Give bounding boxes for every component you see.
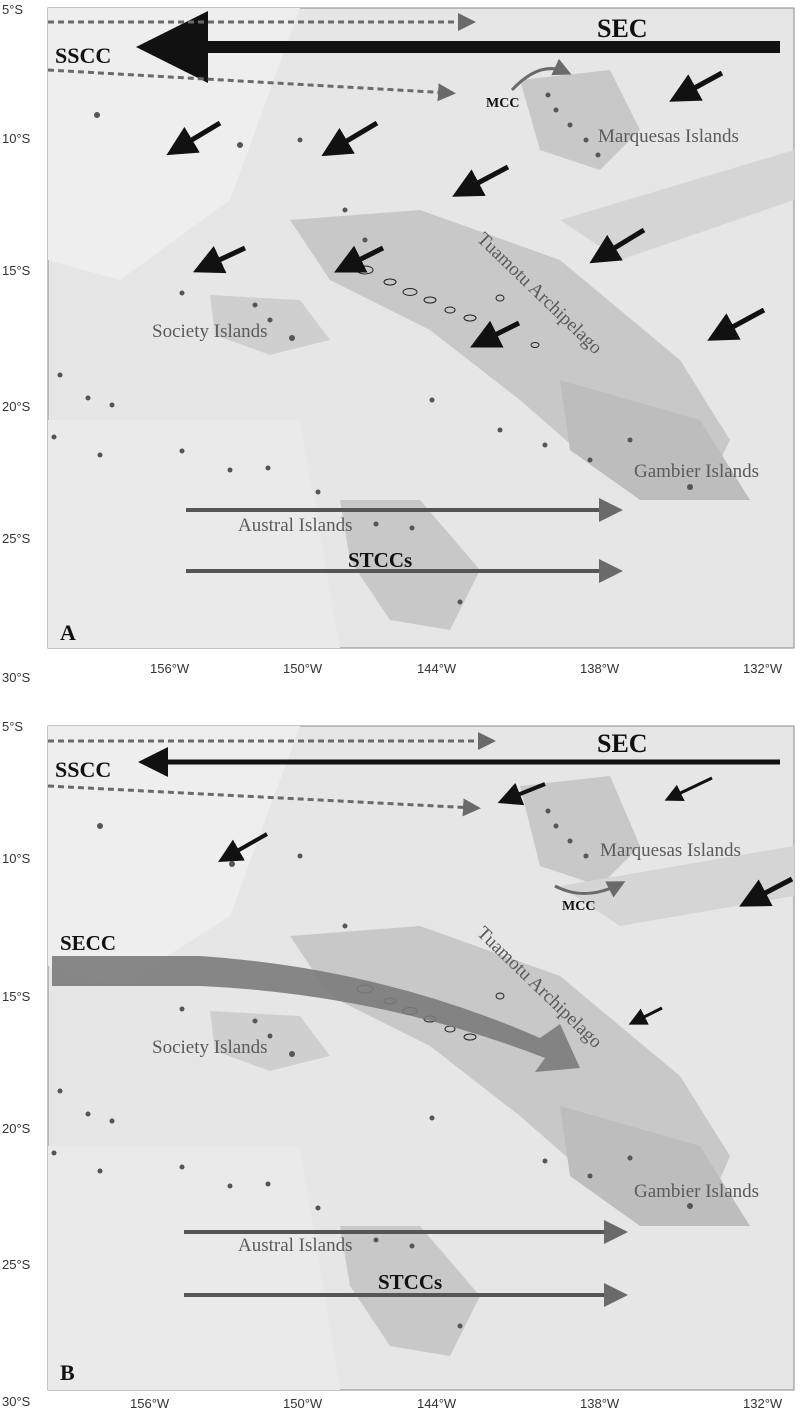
lat-label: 15°S	[2, 989, 31, 1004]
lon-labels-a: 156°W 150°W 144°W 138°W 132°W	[150, 661, 783, 676]
stccs-label: STCCs	[378, 1270, 442, 1294]
lon-label: 144°W	[417, 1396, 457, 1411]
map-b-svg: SECC SEC SSCC MCC STCCs Marquesas Island…	[2, 719, 795, 1411]
gambier-shelf-a	[560, 380, 750, 500]
lat-label: 10°S	[2, 131, 31, 146]
lat-label: 5°S	[2, 719, 23, 734]
gambier-shelf-b	[560, 1106, 750, 1226]
secc-label: SECC	[60, 931, 116, 955]
lat-labels-a: 5°S 10°S 15°S 20°S 25°S 30°S	[2, 2, 31, 685]
marquesas-label: Marquesas Islands	[600, 840, 741, 861]
mcc-arrow	[554, 881, 626, 898]
sscc-dashed-arrow-2	[47, 68, 456, 102]
east-ridge-b	[560, 846, 794, 926]
austral-label: Austral Islands	[238, 515, 353, 536]
sec-label: SEC	[597, 729, 648, 758]
sscc-label: SSCC	[55, 43, 111, 68]
lon-label: 138°W	[580, 661, 620, 676]
trade-arrows-b	[218, 776, 794, 1025]
austral-shelf-b	[340, 1226, 480, 1356]
map-a-svg: SEC SSCC MCC STCCs Marquesas Islands Tua…	[2, 2, 795, 685]
lat-label: 10°S	[2, 851, 31, 866]
atoll-outlines-a	[356, 265, 540, 348]
gambier-label: Gambier Islands	[634, 461, 759, 482]
secc-band	[52, 956, 580, 1072]
mcc-label: MCC	[562, 899, 595, 914]
lon-label: 132°W	[743, 1396, 783, 1411]
panel-letter-b: B	[60, 1360, 75, 1385]
marquesas-label: Marquesas Islands	[598, 126, 739, 147]
lat-label: 5°S	[2, 2, 23, 17]
map-panel-b: SECC SEC SSCC MCC STCCs Marquesas Island…	[0, 706, 807, 1412]
east-ridge-a	[560, 150, 794, 260]
lat-label: 30°S	[2, 1394, 31, 1409]
austral-shelf-a	[340, 500, 480, 630]
lon-labels-b: 156°W 150°W 144°W 138°W 132°W	[130, 1396, 783, 1411]
lat-label: 20°S	[2, 399, 31, 414]
sscc-dashed-arrow-2	[47, 784, 481, 817]
lon-label: 150°W	[283, 1396, 323, 1411]
island-dots-b	[51, 808, 693, 1329]
lat-label: 15°S	[2, 263, 31, 278]
lat-label: 30°S	[2, 670, 31, 685]
sec-label: SEC	[597, 14, 648, 43]
lon-label: 156°W	[150, 661, 190, 676]
lon-label: 144°W	[417, 661, 457, 676]
map-panel-a: SEC SSCC MCC STCCs Marquesas Islands Tua…	[2, 2, 795, 685]
island-dots-a	[51, 92, 693, 605]
society-shelf-b	[210, 1011, 330, 1071]
light-ocean-b1	[48, 726, 300, 986]
sscc-label: SSCC	[55, 757, 111, 782]
lat-label: 20°S	[2, 1121, 31, 1136]
light-ocean-b2	[48, 1146, 340, 1390]
lon-label: 150°W	[283, 661, 323, 676]
society-label: Society Islands	[152, 321, 268, 342]
austral-label: Austral Islands	[238, 1235, 353, 1256]
trade-arrows-a	[166, 70, 766, 348]
lon-label: 138°W	[580, 1396, 620, 1411]
gambier-label: Gambier Islands	[634, 1181, 759, 1202]
mcc-arrow	[510, 58, 572, 92]
lat-labels-b: 5°S 10°S 15°S 20°S 25°S 30°S	[2, 719, 31, 1409]
lat-label: 25°S	[2, 1257, 31, 1272]
marquesas-shelf-b	[520, 776, 640, 886]
stccs-label: STCCs	[348, 548, 412, 572]
light-ocean-a2	[48, 420, 340, 648]
society-shelf-a	[210, 295, 330, 355]
lon-label: 132°W	[743, 661, 783, 676]
mcc-label: MCC	[486, 96, 519, 111]
lat-label: 25°S	[2, 531, 31, 546]
panel-letter-a: A	[60, 620, 76, 645]
lon-label: 156°W	[130, 1396, 170, 1411]
society-label: Society Islands	[152, 1037, 268, 1058]
